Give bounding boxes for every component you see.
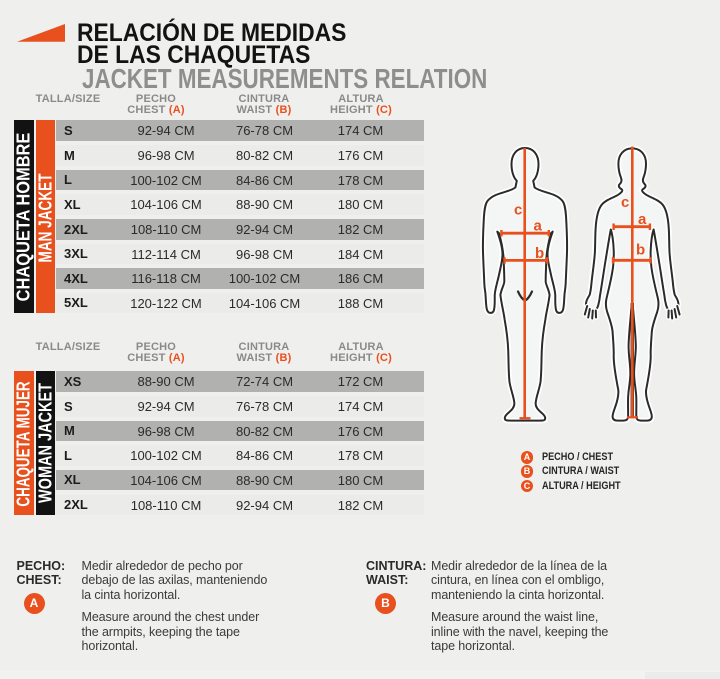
svg-text:a: a <box>638 211 647 228</box>
svg-text:b: b <box>636 242 645 259</box>
svg-text:c: c <box>621 194 629 211</box>
svg-text:c: c <box>514 202 522 219</box>
svg-text:b: b <box>535 245 544 262</box>
svg-text:a: a <box>534 218 543 235</box>
